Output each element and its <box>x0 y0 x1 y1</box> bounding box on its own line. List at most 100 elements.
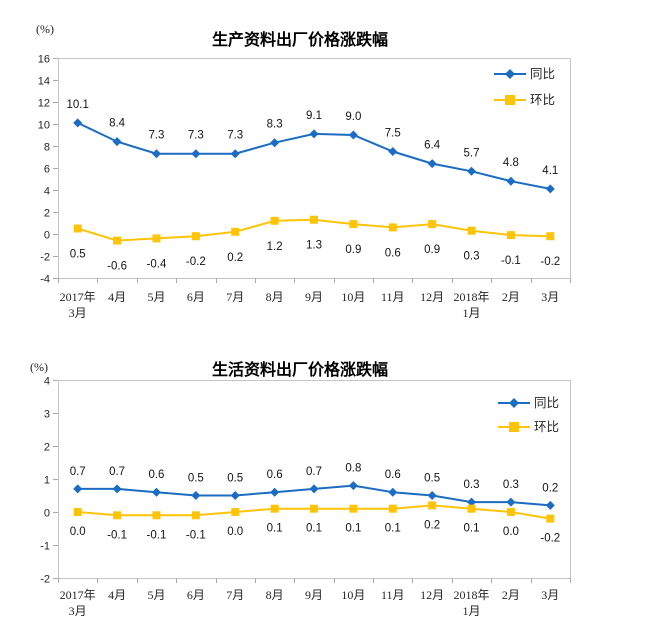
data-point-marker <box>506 497 516 507</box>
data-point-marker <box>349 220 358 229</box>
x-axis-label: 9月 <box>305 290 323 304</box>
data-point-marker <box>191 511 200 520</box>
data-point-marker <box>73 224 82 233</box>
data-label: 0.2 <box>542 482 558 494</box>
data-label: 0.0 <box>503 526 519 538</box>
y-axis-label: 2 <box>44 208 50 220</box>
data-label: 0.1 <box>306 523 322 535</box>
y-axis-unit-label: (%) <box>30 360 48 374</box>
y-axis-label: 2 <box>44 442 50 454</box>
data-point-marker <box>428 501 437 510</box>
data-point-marker <box>151 487 161 497</box>
data-label: -0.4 <box>147 258 167 270</box>
data-point-marker <box>546 232 555 241</box>
data-label: 9.1 <box>306 110 322 122</box>
data-label: 0.2 <box>227 252 243 264</box>
y-axis-label: 4 <box>44 376 50 388</box>
y-axis-unit-label: (%) <box>36 22 54 36</box>
data-label: 0.9 <box>424 244 440 256</box>
data-label: 0.5 <box>424 473 440 485</box>
data-point-marker <box>310 215 318 224</box>
x-axis-label: 2017年 3月 <box>60 588 96 618</box>
data-point-marker <box>467 497 477 507</box>
data-point-marker <box>467 166 477 176</box>
data-point-marker <box>270 138 280 148</box>
data-label: 0.6 <box>148 469 164 481</box>
data-label: 7.3 <box>227 130 243 142</box>
data-label: -0.1 <box>186 529 206 541</box>
data-label: 6.4 <box>424 140 441 152</box>
data-label: -0.2 <box>540 256 560 268</box>
data-point-marker <box>73 118 83 128</box>
data-point-marker <box>231 227 240 236</box>
data-label: 0.1 <box>267 523 283 535</box>
x-axis-label: 2017年 3月 <box>60 290 96 320</box>
consumer-price-chart: (%) 生活资料出厂价格涨跌幅 4 3 2 1 0 -1 -2 2017年 3月 4月 5月 6月 7月… <box>0 340 649 638</box>
data-point-marker <box>388 487 398 497</box>
data-label: 1.3 <box>306 240 322 252</box>
data-label: 0.6 <box>385 247 401 259</box>
data-point-marker <box>467 504 476 513</box>
x-axis-label: 11月 <box>381 588 405 602</box>
data-point-marker <box>270 216 279 225</box>
data-label: 0.6 <box>267 469 283 481</box>
data-label: 0.0 <box>70 526 86 538</box>
data-point-marker <box>388 223 397 232</box>
x-axis-label: 4月 <box>108 290 126 304</box>
data-point-marker <box>191 232 200 241</box>
data-label: 0.3 <box>464 479 480 491</box>
producer-price-chart: (%) 生产资料出厂价格涨跌幅 16 14 12 10 8 6 4 2 0 -2 -4 2017年 3月… <box>36 22 571 320</box>
y-axis-label: -2 <box>40 574 50 586</box>
data-label: 0.1 <box>345 523 361 535</box>
x-axis-label: 7月 <box>226 588 244 602</box>
data-point-marker <box>388 147 398 156</box>
data-label: 0.7 <box>70 466 86 478</box>
data-label: 0.1 <box>385 523 401 535</box>
data-point-marker <box>506 231 515 240</box>
data-label: 9.0 <box>345 111 361 123</box>
data-label: 4.8 <box>503 157 519 169</box>
x-axis-label: 9月 <box>305 588 323 602</box>
data-point-marker <box>310 504 318 513</box>
y-axis-label: 0 <box>44 230 50 242</box>
plot-area-border <box>58 58 571 279</box>
data-point-marker <box>388 504 397 513</box>
data-label: 0.5 <box>227 473 243 485</box>
data-label: 0.5 <box>188 473 204 485</box>
x-axis-label: 7月 <box>226 290 244 304</box>
data-point-marker <box>113 236 122 245</box>
data-label: 0.8 <box>345 463 361 475</box>
data-point-marker <box>348 130 358 140</box>
data-label: 7.5 <box>385 128 401 140</box>
data-label: -0.1 <box>107 529 127 541</box>
x-axis-label: 3月 <box>541 588 559 602</box>
x-axis-label: 11月 <box>381 290 405 304</box>
data-label: 0.7 <box>306 466 322 478</box>
x-axis-label: 4月 <box>108 588 126 602</box>
y-axis-label: 14 <box>38 76 50 88</box>
data-label: -0.1 <box>501 255 521 267</box>
data-point-marker <box>309 129 319 139</box>
data-point-marker <box>545 500 555 510</box>
y-axis-label: -2 <box>40 252 50 264</box>
data-point-marker <box>506 176 516 186</box>
data-point-marker <box>270 487 280 497</box>
data-point-marker <box>427 491 437 500</box>
data-point-marker <box>428 220 437 229</box>
x-axis-label: 10月 <box>341 290 365 304</box>
data-label: -0.6 <box>107 261 127 273</box>
data-point-marker <box>348 481 358 491</box>
data-point-marker <box>349 504 358 513</box>
data-point-marker <box>546 514 555 523</box>
data-point-marker <box>151 149 161 159</box>
data-point-marker <box>506 508 515 516</box>
legend-marker <box>509 398 519 408</box>
legend-marker <box>509 422 519 432</box>
x-axis-label: 8月 <box>266 290 284 304</box>
data-label: 0.0 <box>227 526 243 538</box>
data-point-marker <box>191 491 201 500</box>
x-axis-label: 3月 <box>541 290 559 304</box>
data-label: 8.4 <box>109 118 126 130</box>
data-label: -0.2 <box>540 533 560 545</box>
